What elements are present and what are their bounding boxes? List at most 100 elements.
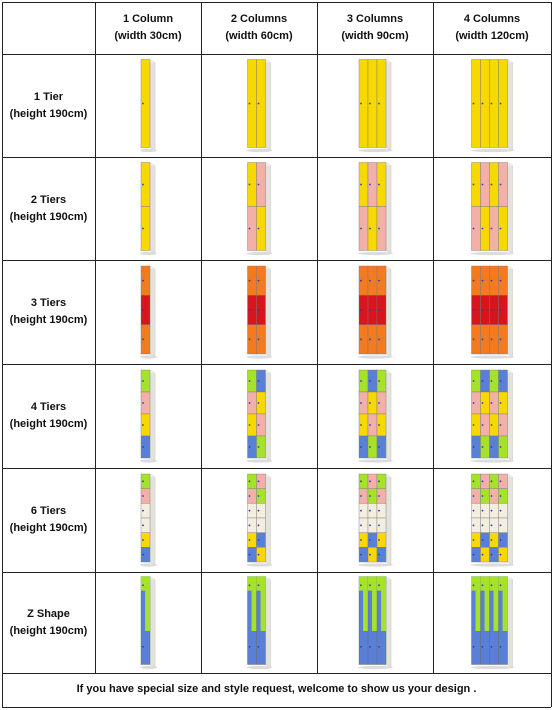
door-knob [142, 102, 144, 105]
door-knob [481, 424, 484, 426]
locker-illustration [470, 162, 515, 256]
door-knob [257, 309, 260, 311]
locker-side-panel [265, 162, 271, 254]
locker-side-panel [507, 576, 513, 668]
door-knob [248, 584, 251, 587]
door-knob [142, 553, 144, 556]
door-knob [499, 495, 502, 497]
door-knob [472, 402, 475, 404]
door-knob [142, 183, 144, 186]
door-knob [257, 584, 260, 587]
row-header-height: (height 190cm) [9, 418, 88, 430]
door-knob [481, 402, 484, 404]
locker-floor-shadow [470, 459, 515, 463]
door-knob [490, 524, 493, 527]
door-knob [369, 279, 371, 282]
door-knob [142, 539, 144, 541]
locker-door [256, 324, 266, 355]
door-knob [490, 338, 493, 341]
door-knob [481, 539, 484, 541]
door-knob [248, 446, 251, 448]
column-header-width: (width 120cm) [455, 30, 529, 42]
locker-illustration [140, 265, 157, 359]
door-knob [360, 309, 362, 311]
door-knob [499, 102, 502, 105]
door-knob [499, 309, 502, 311]
column-header-width: (width 30cm) [114, 30, 182, 42]
door-knob [378, 539, 380, 541]
door-knob [369, 646, 371, 648]
door-knob [248, 539, 251, 541]
locker-door [140, 547, 151, 563]
door-knob [490, 380, 493, 382]
door-knob [248, 524, 251, 527]
door-knob [472, 539, 475, 541]
door-knob [360, 646, 362, 648]
door-knob [369, 524, 371, 527]
row-header-title: Z Shape [27, 607, 70, 620]
door-knob [472, 446, 475, 448]
door-knob [360, 102, 362, 105]
door-knob [472, 102, 475, 105]
door-knob [369, 553, 371, 556]
door-knob [499, 402, 502, 404]
locker-side-panel [265, 59, 271, 151]
door-knob [472, 380, 475, 382]
door-knob [378, 380, 380, 382]
door-knob [142, 646, 144, 648]
door-knob [472, 309, 475, 311]
locker-illustration [140, 59, 157, 153]
locker-door [498, 324, 508, 355]
door-knob [257, 446, 260, 448]
locker-door [256, 206, 266, 251]
row-header-height: (height 190cm) [9, 624, 88, 637]
door-knob [499, 446, 502, 448]
door-knob [360, 539, 362, 541]
door-knob [142, 338, 144, 341]
door-knob [369, 480, 371, 483]
locker-door [140, 435, 151, 459]
column-header-title: 1 Column [122, 13, 174, 25]
locker-door [256, 435, 266, 459]
locker-floor-shadow [140, 251, 157, 256]
locker-illustration [246, 473, 273, 567]
locker-side-panel [507, 369, 513, 462]
locker-illustration [246, 369, 273, 463]
door-knob [481, 446, 484, 448]
z-door-upper [256, 576, 266, 632]
door-knob [142, 584, 144, 587]
door-knob [490, 424, 493, 426]
z-door-upper [498, 576, 508, 632]
door-knob [472, 338, 475, 341]
door-knob [248, 102, 251, 105]
row-header-height: (height 190cm) [9, 314, 88, 326]
door-knob [378, 183, 380, 186]
door-knob [472, 584, 475, 587]
row-header-title: 6 Tiers [30, 505, 67, 517]
door-knob [378, 102, 380, 105]
z-door-upper [377, 576, 386, 632]
row-header: 4 Tiers (height 190cm) [2, 364, 95, 468]
door-knob [472, 227, 475, 230]
locker-illustration [358, 576, 393, 670]
locker-door [498, 435, 508, 459]
door-knob [257, 402, 260, 404]
locker-door [498, 547, 508, 563]
door-knob [481, 646, 484, 648]
locker-side-panel [149, 473, 156, 566]
door-knob [499, 183, 502, 186]
column-header: 2 Columns (width 60cm) [201, 2, 317, 54]
locker-illustration [140, 576, 157, 670]
row-header-title: 4 Tiers [30, 401, 67, 413]
locker-door [376, 547, 387, 563]
door-knob [472, 480, 475, 483]
door-knob [248, 402, 251, 404]
door-knob [499, 338, 502, 341]
locker-illustration [140, 162, 157, 256]
locker-floor-shadow [140, 665, 157, 670]
door-knob [142, 380, 144, 382]
row-header-height: (height 190cm) [9, 107, 88, 120]
locker-side-panel [507, 265, 513, 358]
door-knob [248, 424, 251, 426]
